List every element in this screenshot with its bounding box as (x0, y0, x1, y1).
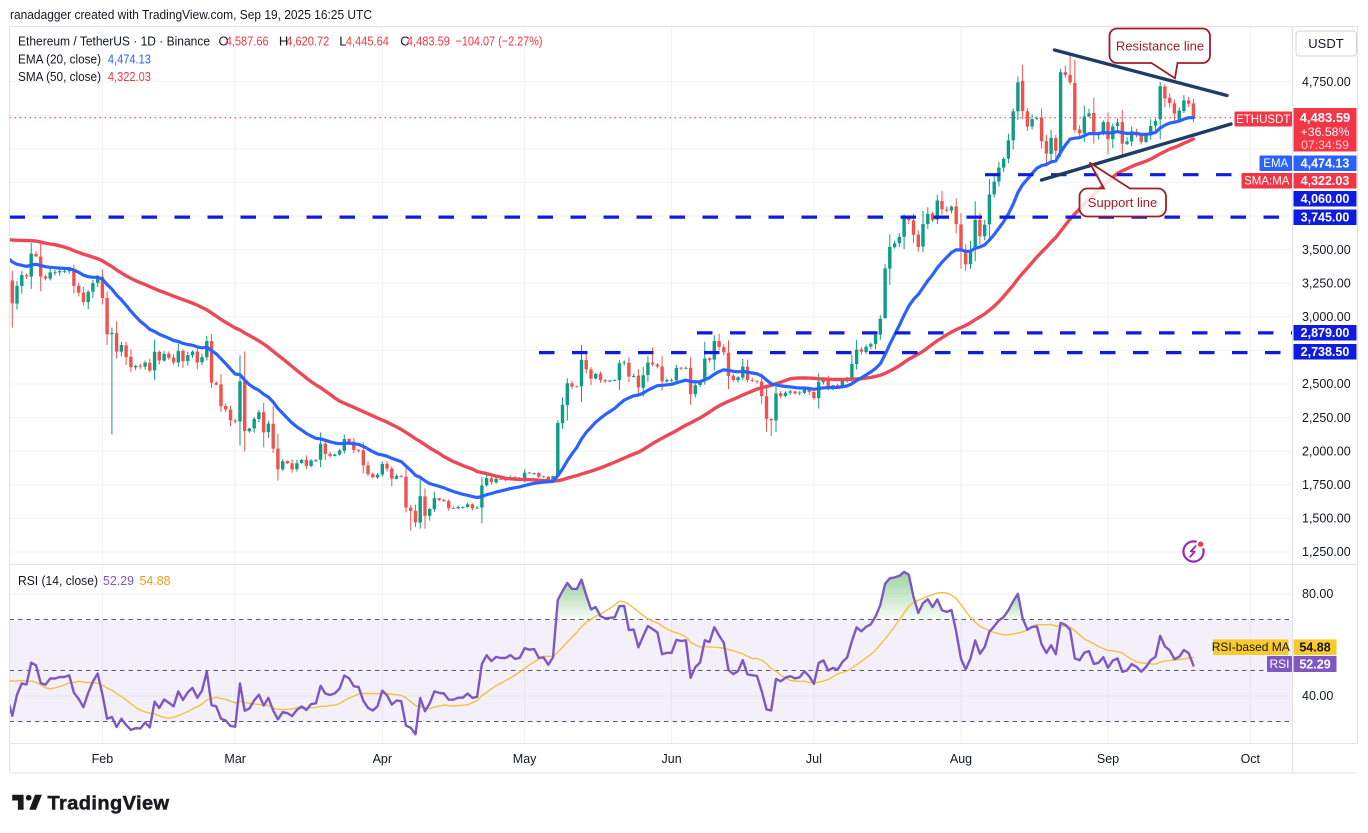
svg-text:4,445.64: 4,445.64 (346, 34, 389, 49)
svg-text:EMA (20, close): EMA (20, close) (18, 51, 101, 66)
svg-text:Apr: Apr (373, 752, 392, 766)
svg-text:52.29: 52.29 (1299, 657, 1330, 671)
svg-text:TradingView: TradingView (48, 793, 170, 815)
svg-text:4,060.00: 4,060.00 (1301, 192, 1350, 206)
svg-text:C: C (400, 34, 409, 49)
svg-text:O: O (219, 34, 229, 49)
svg-text:ETHUSDT: ETHUSDT (1236, 114, 1290, 126)
svg-text:May: May (513, 752, 537, 766)
svg-text:SMA (50, close): SMA (50, close) (18, 69, 101, 84)
svg-text:54.88: 54.88 (140, 573, 171, 588)
svg-text:+36.58%: +36.58% (1301, 125, 1350, 139)
svg-text:RSI-based MA: RSI-based MA (1212, 640, 1290, 654)
svg-text:Support line: Support line (1088, 195, 1157, 210)
svg-text:4,483.59: 4,483.59 (407, 34, 450, 49)
svg-text:1,750.00: 1,750.00 (1302, 478, 1351, 492)
svg-text:Resistance line: Resistance line (1116, 39, 1204, 54)
svg-text:L: L (339, 34, 346, 49)
svg-text:4,483.59: 4,483.59 (1300, 110, 1351, 125)
svg-text:4,474.13: 4,474.13 (1301, 157, 1350, 171)
svg-text:3,250.00: 3,250.00 (1302, 276, 1351, 290)
svg-text:RSI (14, close): RSI (14, close) (18, 573, 98, 588)
svg-text:H: H (279, 34, 288, 49)
svg-text:Feb: Feb (92, 752, 114, 766)
svg-text:2,500.00: 2,500.00 (1302, 377, 1351, 391)
svg-text:1,250.00: 1,250.00 (1302, 545, 1351, 559)
svg-text:07:34:59: 07:34:59 (1301, 138, 1349, 152)
svg-text:4,587.66: 4,587.66 (226, 34, 269, 49)
svg-text:1,500.00: 1,500.00 (1302, 512, 1351, 526)
svg-text:Sep: Sep (1097, 752, 1119, 766)
svg-text:80.00: 80.00 (1302, 587, 1333, 601)
svg-text:4,620.72: 4,620.72 (286, 34, 329, 49)
svg-text:3,000.00: 3,000.00 (1302, 310, 1351, 324)
svg-text:Aug: Aug (950, 752, 972, 766)
svg-text:52.29: 52.29 (103, 573, 134, 588)
svg-text:2,000.00: 2,000.00 (1302, 444, 1351, 458)
svg-text:SMA:MA: SMA:MA (1244, 176, 1290, 188)
svg-text:3,745.00: 3,745.00 (1301, 211, 1350, 225)
svg-text:ranadagger created with Tradin: ranadagger created with TradingView.com,… (10, 7, 372, 22)
svg-text:4,322.03: 4,322.03 (1301, 174, 1350, 188)
svg-text:Oct: Oct (1241, 752, 1261, 766)
svg-text:−104.07 (−2.27%): −104.07 (−2.27%) (456, 34, 543, 49)
svg-text:EMA: EMA (1263, 158, 1288, 170)
svg-text:2,250.00: 2,250.00 (1302, 411, 1351, 425)
svg-text:2,879.00: 2,879.00 (1301, 326, 1350, 340)
svg-text:2,738.50: 2,738.50 (1301, 345, 1350, 359)
svg-text:Jul: Jul (806, 752, 822, 766)
svg-text:RSI: RSI (1269, 657, 1289, 671)
svg-text:40.00: 40.00 (1302, 689, 1333, 703)
svg-text:4,750.00: 4,750.00 (1302, 75, 1351, 89)
svg-text:4,322.03: 4,322.03 (108, 69, 151, 84)
svg-text:4,474.13: 4,474.13 (108, 51, 151, 66)
svg-text:Ethereum / TetherUS · 1D · Bin: Ethereum / TetherUS · 1D · Binance (18, 34, 210, 49)
svg-text:Mar: Mar (224, 752, 246, 766)
svg-text:USDT: USDT (1308, 36, 1343, 51)
svg-text:Jun: Jun (662, 752, 682, 766)
svg-text:54.88: 54.88 (1299, 641, 1330, 655)
svg-text:3,500.00: 3,500.00 (1302, 243, 1351, 257)
